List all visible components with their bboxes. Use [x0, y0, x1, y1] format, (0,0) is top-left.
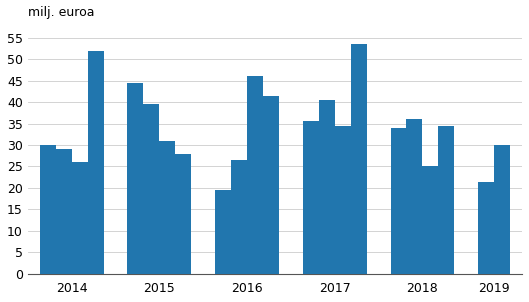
Bar: [175, 154, 191, 274]
Bar: [423, 166, 439, 274]
Bar: [478, 182, 494, 274]
Bar: [56, 149, 71, 274]
Bar: [406, 119, 423, 274]
Bar: [439, 126, 454, 274]
Bar: [351, 44, 367, 274]
Text: milj. euroa: milj. euroa: [28, 6, 94, 19]
Bar: [71, 162, 88, 274]
Bar: [159, 141, 175, 274]
Bar: [247, 76, 263, 274]
Bar: [40, 145, 56, 274]
Bar: [390, 128, 406, 274]
Bar: [231, 160, 247, 274]
Bar: [143, 104, 159, 274]
Bar: [335, 126, 351, 274]
Bar: [88, 51, 104, 274]
Bar: [319, 100, 335, 274]
Bar: [263, 96, 279, 274]
Bar: [494, 145, 510, 274]
Bar: [215, 190, 231, 274]
Bar: [127, 83, 143, 274]
Bar: [303, 121, 319, 274]
